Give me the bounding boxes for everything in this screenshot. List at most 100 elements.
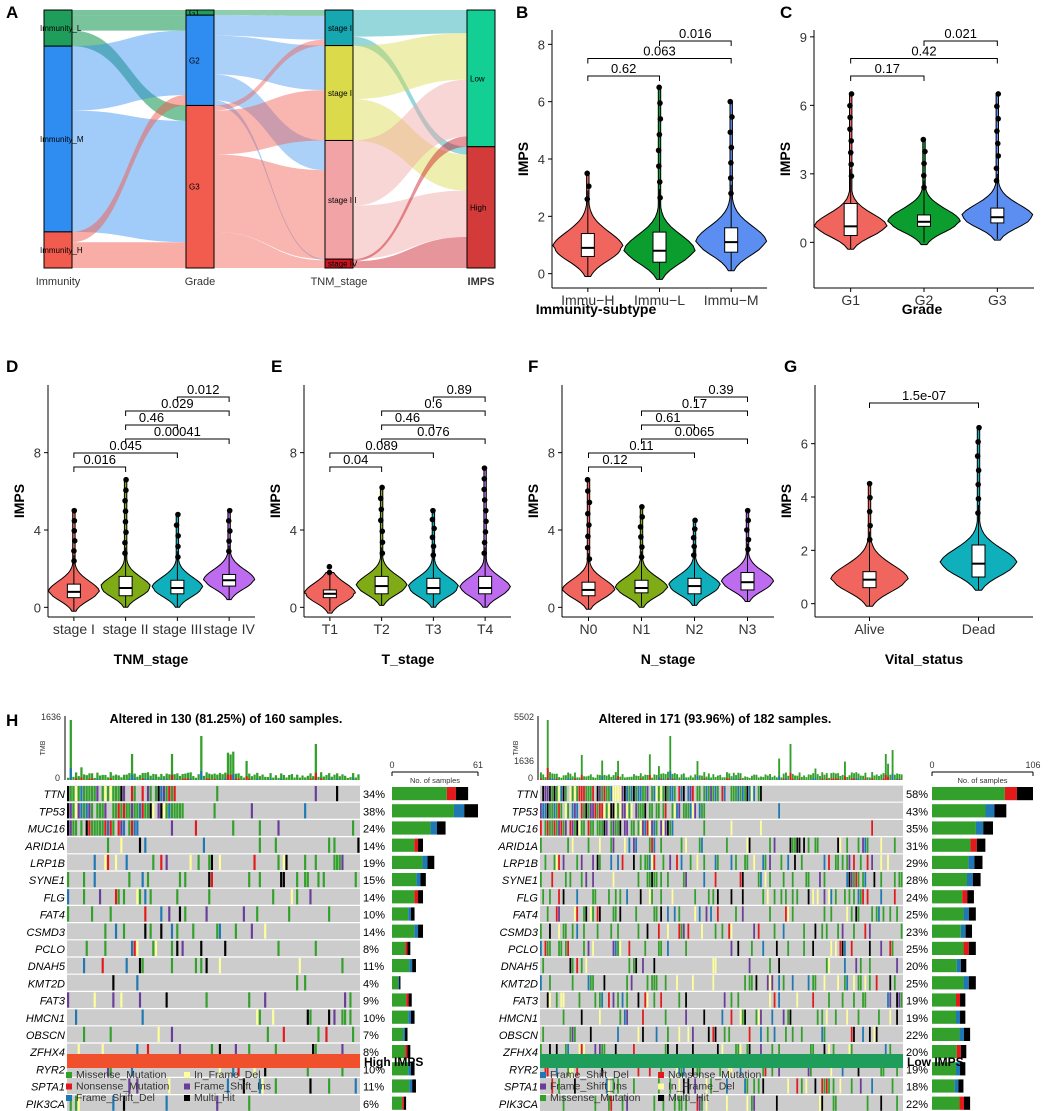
mutation-cell (85, 940, 88, 956)
tmb-bar (189, 772, 192, 780)
mutation-cell (637, 992, 640, 1008)
tmb-bar (210, 774, 214, 780)
mutation-cell (887, 854, 889, 870)
sample-bar-missense (392, 959, 410, 973)
mutation-cell (205, 992, 208, 1008)
mutation-cell (714, 786, 717, 802)
tmb-bar (114, 774, 118, 780)
sankey-flow (353, 33, 467, 99)
mutation-cell (676, 975, 678, 991)
sample-bar-other (956, 959, 961, 973)
mutation-cell (862, 1026, 864, 1042)
mutation-cell (610, 854, 613, 870)
group-label: High IMPS (364, 1055, 423, 1069)
mutation-cell (338, 854, 341, 870)
mutation-cell (748, 1026, 751, 1042)
tmb-bar (598, 775, 601, 780)
sample-bar-other (985, 804, 995, 818)
legend-label: Multi_Hit (194, 1092, 235, 1104)
mutation-cell (889, 906, 892, 922)
mutation-cell (574, 803, 576, 819)
x-tick-label: G3 (988, 292, 1007, 308)
tmb-bar (208, 773, 211, 780)
outlier (71, 548, 77, 554)
tmb-bar (213, 773, 216, 780)
mutation-cell (587, 940, 590, 956)
mutation-cell (576, 889, 579, 905)
tmb-bar-part (837, 778, 840, 780)
tmb-bar (898, 773, 901, 780)
mutation-cell (352, 820, 355, 836)
mutation-cell (542, 786, 545, 802)
mutation-cell (662, 820, 665, 836)
mutation-cell (114, 854, 118, 870)
mutation-cell (601, 803, 604, 819)
tmb-bar-part (660, 778, 663, 780)
percent-label: 24% (906, 892, 928, 904)
mutation-cell (744, 975, 746, 991)
sig-label: 0.021 (944, 26, 977, 41)
mutation-cell (120, 992, 123, 1008)
sankey-node-label: Low (470, 74, 485, 83)
mutation-cell (277, 854, 280, 870)
mutation-cell (807, 1061, 810, 1077)
mutation-cell (93, 992, 96, 1008)
tmb-bar (689, 775, 692, 780)
mutation-cell (82, 872, 86, 888)
mutation-cell (896, 992, 898, 1008)
gene-label: FAT4 (40, 910, 65, 922)
mutation-cell (628, 958, 631, 974)
mutation-cell (889, 992, 892, 1008)
mutation-cell (114, 923, 118, 939)
mutation-cell (721, 786, 724, 802)
tmb-bar (553, 773, 556, 780)
sankey-flow (214, 154, 325, 260)
gene-label: PCLO (35, 944, 65, 956)
group-bar (67, 1054, 360, 1068)
mutation-cell (782, 1009, 785, 1025)
mutation-cell (662, 1095, 665, 1111)
mutation-cell (705, 786, 708, 802)
mutation-cell (782, 872, 785, 888)
tmb-bar (101, 774, 104, 780)
x-tick-label: T3 (425, 621, 442, 637)
tmb-bar (737, 772, 740, 780)
mutation-cell (314, 940, 317, 956)
tmb-bar-part (791, 778, 794, 780)
tmb-bar (769, 773, 772, 780)
sample-bar-other (409, 1079, 413, 1093)
mutation-cell (170, 923, 174, 939)
mutation-cell (635, 786, 638, 802)
tmb-bar (261, 774, 264, 780)
outlier (584, 488, 591, 494)
outlier (377, 495, 384, 502)
mutation-cell (655, 786, 658, 802)
mutation-cell (880, 872, 883, 888)
mutation-cell (114, 803, 118, 819)
mutation-cell (614, 820, 617, 836)
mutation-cell (671, 786, 674, 802)
mutation-cell (67, 906, 70, 922)
outlier (482, 507, 489, 514)
sig-bracket (588, 452, 695, 458)
tmb-bar (77, 776, 80, 780)
mutation-cell (716, 906, 719, 922)
mutation-cell (737, 1044, 740, 1060)
mutation-cell (814, 837, 817, 853)
mutation-cell (748, 975, 751, 991)
tmb-bar (857, 773, 860, 780)
sample-bar-label: No. of samples (410, 776, 460, 785)
percent-label: 25% (906, 978, 928, 990)
percent-label: 28% (906, 875, 928, 887)
mutation-cell (232, 1061, 235, 1077)
tmb-bar (748, 777, 751, 780)
sig-bracket (850, 75, 925, 81)
sig-bracket (176, 396, 230, 402)
mutation-cell (762, 940, 765, 956)
tmb-bar-part (673, 778, 676, 780)
mutation-cell (621, 1095, 624, 1111)
tmb-bar (170, 754, 174, 780)
mutation-cell (80, 803, 83, 819)
